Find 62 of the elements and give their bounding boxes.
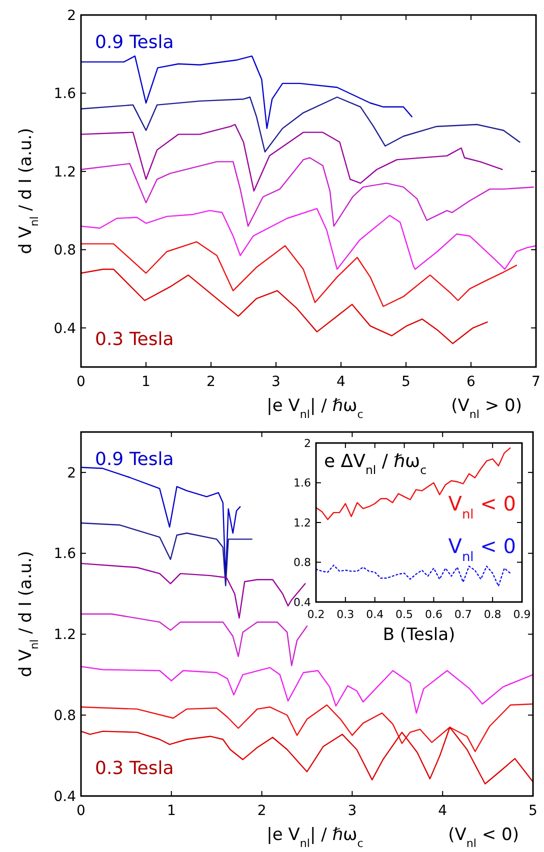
y-tick-label: 0.8 <box>54 708 76 724</box>
x-tick-label: 0.8 <box>484 608 502 621</box>
x-tick-label: 6 <box>466 374 476 390</box>
y-tick-label: 0.4 <box>294 596 311 609</box>
line-series <box>80 96 520 152</box>
line-series <box>315 564 511 587</box>
y-tick-label: 1.6 <box>294 476 311 490</box>
text: (V$_{nl}$ > 0) <box>451 396 522 420</box>
x-tick-label: 0 <box>76 374 86 390</box>
y-tick-label: 0.8 <box>54 242 76 259</box>
x-axis-title: B (Tesla) <box>382 625 456 645</box>
y-tick-label: 1.6 <box>54 86 76 102</box>
y-tick-label: 2 <box>67 8 76 24</box>
y-tick-label: 1.2 <box>294 516 311 530</box>
line-series <box>80 703 534 752</box>
line-series <box>80 268 488 344</box>
annotation: 0.3 Tesla <box>95 329 174 350</box>
x-tick-label: 4 <box>336 374 346 390</box>
annotation: 0.3 Tesla <box>95 758 174 779</box>
annotation: 0.9 Tesla <box>95 449 174 470</box>
line-series <box>80 613 308 666</box>
y-tick-label: 0.4 <box>54 320 76 337</box>
x-tick-label: 4 <box>438 803 448 819</box>
line-series <box>80 208 537 270</box>
x-tick-label: 5 <box>402 374 410 390</box>
x-tick-label: 0.7 <box>454 608 472 621</box>
x-tick-label: 5 <box>528 803 538 819</box>
x-tick-label: 0.2 <box>307 608 325 621</box>
x-tick-label: 1 <box>166 803 176 819</box>
x-tick-label: 0.5 <box>396 608 414 621</box>
y-tick-label: 1.6 <box>54 546 76 562</box>
line-series <box>80 124 503 192</box>
annotation: 0.9 Tesla <box>95 32 174 53</box>
x-tick-label: 0.9 <box>513 608 531 621</box>
x-axis-title: |e V$_{nl}$| / ℏω$_{c}$ <box>266 396 364 420</box>
x-tick-label: 0 <box>76 803 86 819</box>
x-axis-title: |e V$_{nl}$| / ℏω$_{c}$ <box>266 825 364 850</box>
line-series <box>80 157 534 227</box>
x-tick-label: 0.4 <box>366 608 384 621</box>
y-tick-label: 1.2 <box>54 627 76 644</box>
x-tick-label: 2 <box>206 374 216 390</box>
line-series <box>80 522 252 586</box>
line-series <box>80 726 534 784</box>
x-tick-label: 3 <box>348 803 357 819</box>
x-tick-label: 2 <box>257 803 266 819</box>
y-tick-label: 2 <box>304 436 311 450</box>
series-label: V$_{nl}$ < 0 <box>448 534 516 564</box>
y-tick-label: 1.2 <box>54 164 76 180</box>
x-tick-label: 0.6 <box>424 608 442 621</box>
y-tick-label: 2 <box>67 465 76 482</box>
line-series <box>80 55 412 130</box>
x-tick-label: 7 <box>532 374 540 390</box>
y-tick-label: 0.4 <box>54 788 76 805</box>
x-tick-label: 1 <box>142 374 150 390</box>
x-tick-label: 3 <box>272 374 280 390</box>
series-label: V$_{nl}$ < 0 <box>448 492 516 522</box>
y-tick-label: 0.8 <box>294 556 311 570</box>
text: e ΔV$_{nl}$ / ℏω$_{c}$ <box>324 451 427 477</box>
line-series <box>80 666 534 714</box>
text: (V$_{nl}$ < 0) <box>448 825 519 850</box>
line-series <box>80 241 518 307</box>
x-tick-label: 0.3 <box>336 608 354 621</box>
